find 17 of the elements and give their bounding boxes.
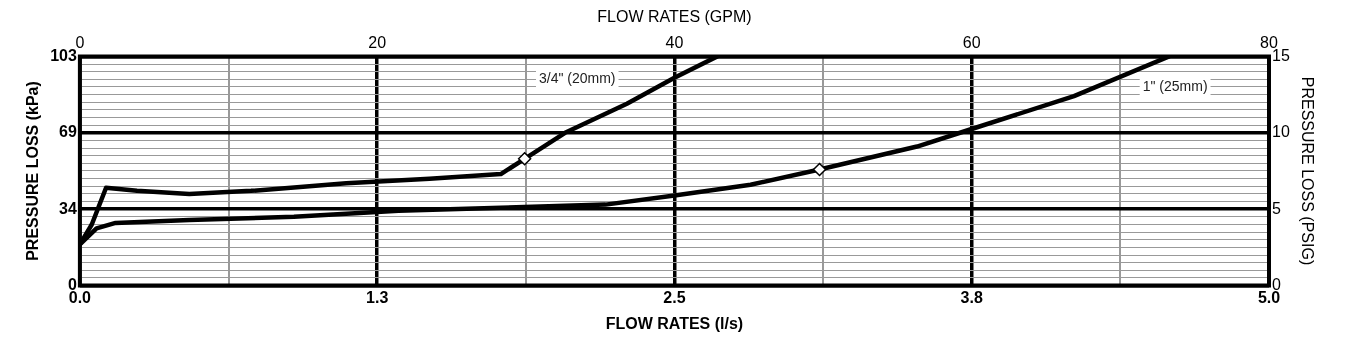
series-label: 3/4" (20mm) bbox=[538, 70, 616, 87]
x-tick-label: 3.8 bbox=[960, 288, 983, 306]
x-tick-label: 1.3 bbox=[366, 288, 389, 306]
y2-axis-title: PRESSURE LOSS (PSIG) bbox=[1298, 76, 1316, 266]
y2-tick-label: 10 bbox=[1272, 123, 1290, 141]
y-tick-label: 69 bbox=[59, 123, 77, 141]
y-tick-label: 103 bbox=[50, 46, 77, 64]
x-axis-title: FLOW RATES (l/s) bbox=[605, 314, 744, 332]
series-label: 1" (25mm) bbox=[1142, 78, 1208, 95]
y-axis-title: PRESSURE LOSS (kPa) bbox=[24, 81, 42, 261]
x2-tick-label: 60 bbox=[962, 34, 981, 52]
y2-tick-label: 5 bbox=[1272, 199, 1281, 217]
x2-tick-label: 20 bbox=[368, 34, 387, 52]
x-tick-label: 2.5 bbox=[663, 288, 686, 306]
x2-tick-label: 40 bbox=[665, 34, 684, 52]
y-tick-label: 34 bbox=[59, 199, 77, 217]
x2-axis-title: FLOW RATES (GPM) bbox=[597, 8, 752, 26]
